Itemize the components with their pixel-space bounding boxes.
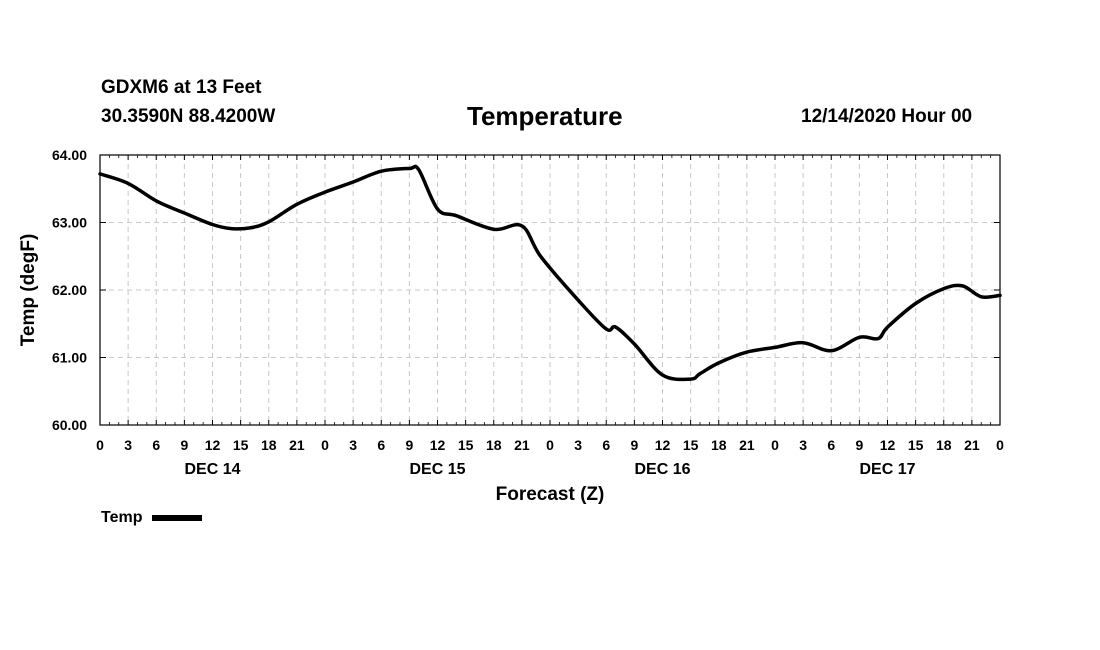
y-tick-label: 64.00 xyxy=(52,147,87,163)
series xyxy=(98,164,1002,382)
x-tick-label: 0 xyxy=(546,437,554,453)
axis-ticks xyxy=(99,154,1001,426)
x-tick-label: 3 xyxy=(124,437,132,453)
x-tick-label: 6 xyxy=(152,437,160,453)
x-tick-label: 12 xyxy=(205,437,221,453)
x-tick-label: 21 xyxy=(964,437,980,453)
x-tick-label: 0 xyxy=(996,437,1004,453)
x-tick-label: 9 xyxy=(405,437,413,453)
x-tick-label: 6 xyxy=(827,437,835,453)
day-label: DEC 17 xyxy=(859,461,915,478)
x-tick-label: 0 xyxy=(771,437,779,453)
x-tick-label: 9 xyxy=(180,437,188,453)
y-tick-label: 62.00 xyxy=(52,282,87,298)
x-tick-label: 15 xyxy=(233,437,249,453)
y-tick-label: 60.00 xyxy=(52,417,87,433)
x-tick-label: 0 xyxy=(321,437,329,453)
x-tick-label: 15 xyxy=(458,437,474,453)
x-tick-label: 15 xyxy=(683,437,699,453)
x-tick-label: 3 xyxy=(799,437,807,453)
x-tick-label: 3 xyxy=(349,437,357,453)
forecast-datetime: 12/14/2020 Hour 00 xyxy=(801,106,973,127)
day-label: DEC 15 xyxy=(409,461,465,478)
x-tick-label: 9 xyxy=(630,437,638,453)
day-label: DEC 16 xyxy=(634,461,690,478)
x-tick-label: 15 xyxy=(908,437,924,453)
y-axis-label: Temp (degF) xyxy=(18,234,39,347)
x-tick-label: 12 xyxy=(655,437,671,453)
y-tick-label: 63.00 xyxy=(52,215,87,231)
axis-labels: 0 3 6 9 12 15 18 21 0 3 6 9 12 15 18 21 0 3 6 9 12 15 18 21 0 3 6 9… xyxy=(52,147,1004,478)
legend-line-swatch xyxy=(152,515,203,521)
x-tick-label: 21 xyxy=(514,437,530,453)
station-coordinates: 30.3590N 88.4200W xyxy=(101,106,276,127)
x-tick-label: 18 xyxy=(261,437,277,453)
series-line-temp xyxy=(98,164,1002,382)
x-tick-label: 18 xyxy=(486,437,502,453)
station-label: GDXM6 at 13 Feet xyxy=(101,77,262,98)
x-tick-label: 12 xyxy=(880,437,896,453)
legend-label: Temp xyxy=(101,509,143,526)
x-tick-label: 6 xyxy=(602,437,610,453)
x-tick-label: 18 xyxy=(936,437,952,453)
grid xyxy=(100,155,1000,425)
x-tick-label: 6 xyxy=(377,437,385,453)
y-tick-label: 61.00 xyxy=(52,350,87,366)
x-tick-label: 12 xyxy=(430,437,446,453)
x-axis-label: Forecast (Z) xyxy=(496,484,605,505)
x-tick-label: 0 xyxy=(96,437,104,453)
x-tick-label: 21 xyxy=(739,437,755,453)
x-tick-label: 9 xyxy=(855,437,863,453)
x-tick-label: 3 xyxy=(574,437,582,453)
x-tick-label: 18 xyxy=(711,437,727,453)
x-tick-label: 21 xyxy=(289,437,305,453)
legend: Temp xyxy=(101,509,203,527)
day-label: DEC 14 xyxy=(184,461,240,478)
chart-title: Temperature xyxy=(467,101,623,131)
